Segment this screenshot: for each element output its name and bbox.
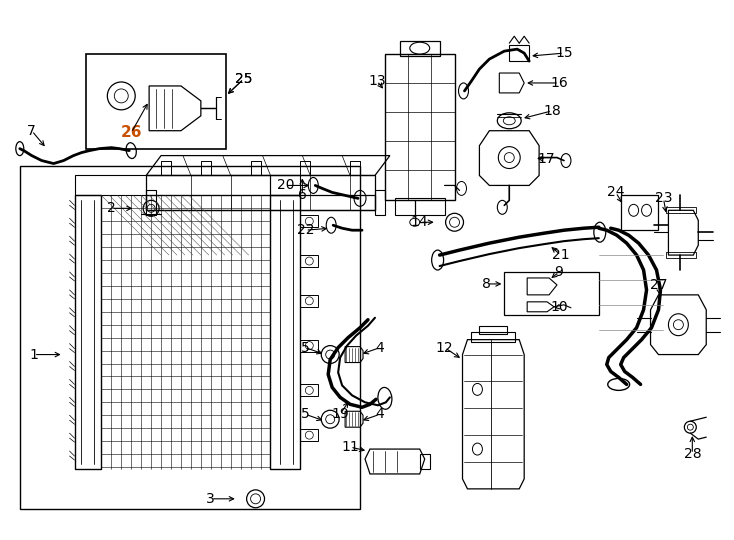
Text: 20: 20 [277,178,294,192]
Text: 3: 3 [206,492,215,506]
Text: 5: 5 [301,407,310,421]
Text: 12: 12 [436,341,454,355]
Text: 25: 25 [235,72,252,86]
Text: 13: 13 [368,74,386,88]
Text: 11: 11 [341,440,359,454]
Text: 16: 16 [550,76,568,90]
Text: 24: 24 [607,185,625,199]
Text: 19: 19 [331,407,349,421]
Text: 21: 21 [552,248,570,262]
Text: 1: 1 [29,348,38,362]
Text: 28: 28 [683,447,701,461]
Text: 9: 9 [555,265,564,279]
Text: 26: 26 [120,125,142,140]
Text: 8: 8 [482,277,491,291]
Text: 27: 27 [650,278,667,292]
Text: 6: 6 [298,188,307,202]
Text: 2: 2 [107,201,116,215]
Text: 17: 17 [537,152,555,166]
Text: 15: 15 [555,46,573,60]
Text: 4: 4 [376,341,385,355]
Text: 14: 14 [411,215,429,230]
Text: 22: 22 [297,223,314,237]
Text: 5: 5 [301,341,310,355]
Text: 18: 18 [543,104,561,118]
Text: 7: 7 [27,124,36,138]
Text: 23: 23 [655,191,672,205]
Text: 25: 25 [235,72,252,86]
Text: 10: 10 [550,300,568,314]
Text: 4: 4 [376,407,385,421]
